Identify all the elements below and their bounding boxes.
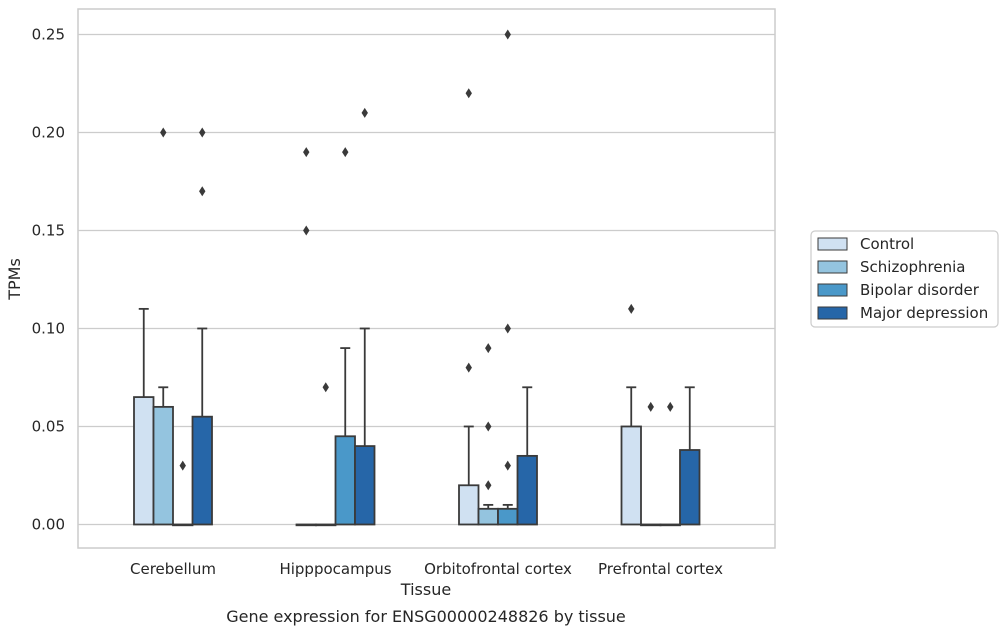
- legend-label: Schizophrenia: [860, 258, 965, 276]
- bar: [477, 507, 499, 526]
- outlier-point: [485, 421, 492, 432]
- y-tick-labels: 0.00 0.05 0.10 0.15 0.20 0.25: [32, 25, 65, 533]
- bars-layer: [133, 396, 701, 527]
- outlier-point: [465, 362, 472, 373]
- outlier-point: [647, 401, 654, 412]
- x-axis-label: Tissue: [400, 580, 451, 599]
- y-tick-label: 0.10: [32, 319, 65, 337]
- x-tick-label: Cerebellum: [130, 560, 216, 578]
- outlier-point: [303, 225, 310, 236]
- y-tick-label: 0.05: [32, 417, 65, 435]
- outlier-point: [361, 107, 368, 118]
- grid-layer: [78, 33, 775, 526]
- x-tick-label: Prefrontal cortex: [598, 560, 723, 578]
- outlier-point: [342, 147, 349, 158]
- legend-label: Bipolar disorder: [860, 281, 980, 299]
- bar: [659, 523, 681, 527]
- outlier-point: [465, 88, 472, 99]
- y-tick-label: 0.20: [32, 123, 65, 141]
- legend-label: Major depression: [860, 304, 988, 322]
- x-tick-labels: Cerebellum Hipppocampus Orbitofrontal cort…: [130, 560, 723, 578]
- plot-frame: [77, 8, 776, 549]
- outlier-point: [504, 29, 511, 40]
- bar: [354, 445, 376, 526]
- bar: [497, 507, 519, 526]
- bar: [679, 449, 701, 526]
- bar: [133, 396, 155, 526]
- bar: [458, 484, 480, 526]
- outlier-point: [628, 303, 635, 314]
- bar: [334, 435, 356, 526]
- bar: [295, 523, 317, 527]
- x-tick-label: Orbitofrontal cortex: [424, 560, 572, 578]
- outlier-point: [199, 186, 206, 197]
- bar: [516, 454, 538, 526]
- y-axis-label: TPMs: [5, 258, 24, 301]
- bar: [620, 425, 642, 526]
- legend: Control Schizophrenia Bipolar disorder Majo…: [810, 230, 999, 328]
- outlier-point: [504, 323, 511, 334]
- whisker-layer: [138, 307, 695, 509]
- bar: [315, 523, 337, 527]
- outlier-point: [179, 460, 186, 471]
- outlier-point: [322, 382, 329, 393]
- chart-title: Gene expression for ENSG00000248826 by t…: [226, 607, 626, 626]
- outlier-point: [199, 127, 206, 138]
- y-tick-label: 0.00: [32, 515, 65, 533]
- outlier-point: [667, 401, 674, 412]
- legend-swatch: [817, 237, 848, 251]
- legend-swatch: [817, 306, 848, 320]
- y-tick-label: 0.15: [32, 221, 65, 239]
- outlier-point: [485, 480, 492, 491]
- x-tick-label: Hipppocampus: [279, 560, 391, 578]
- outlier-layer: [160, 29, 674, 491]
- legend-label: Control: [860, 235, 914, 253]
- outlier-point: [504, 460, 511, 471]
- bar: [172, 523, 194, 527]
- legend-frame: [810, 230, 999, 328]
- outlier-point: [485, 343, 492, 354]
- outlier-point: [303, 147, 310, 158]
- legend-swatch: [817, 260, 848, 274]
- bar: [152, 405, 174, 526]
- legend-swatch: [817, 283, 848, 297]
- outlier-point: [160, 127, 167, 138]
- bar: [191, 415, 213, 526]
- bar: [640, 523, 662, 527]
- y-tick-label: 0.25: [32, 25, 65, 43]
